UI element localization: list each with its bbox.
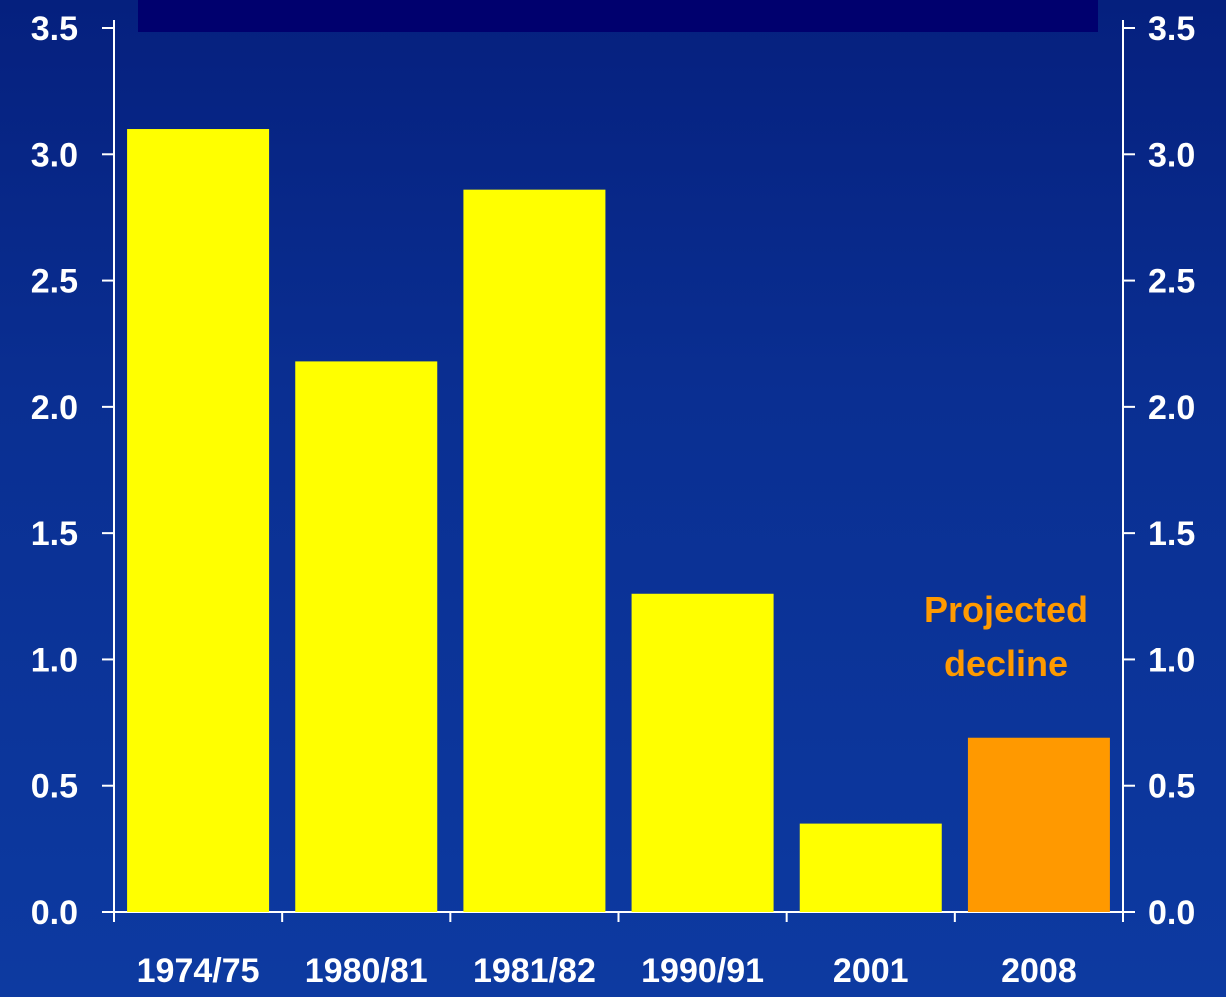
category-label: 2008 [1001, 952, 1077, 990]
category-label: 1981/82 [473, 952, 596, 990]
left-tick-label: 0.0 [31, 894, 78, 932]
left-tick-label: 0.5 [31, 768, 78, 806]
right-tick-label: 3.0 [1148, 136, 1195, 174]
bar-1980-81 [295, 361, 438, 912]
axes [102, 20, 1135, 922]
bar-2008 [967, 737, 1110, 912]
bar-2001 [799, 823, 942, 912]
category-label: 1974/75 [137, 952, 260, 990]
right-tick-label: 3.5 [1148, 10, 1195, 48]
bar-1981-82 [463, 189, 606, 912]
annotation-line-2: decline [944, 643, 1068, 684]
bar-1974-75 [127, 129, 270, 912]
right-tick-label: 2.0 [1148, 389, 1195, 427]
right-tick-label: 2.5 [1148, 263, 1195, 301]
left-tick-label: 1.0 [31, 641, 78, 679]
left-tick-label: 3.5 [31, 10, 78, 48]
bars [127, 129, 1110, 912]
category-label: 1980/81 [305, 952, 428, 990]
left-tick-label: 1.5 [31, 515, 78, 553]
left-tick-label: 2.5 [31, 263, 78, 301]
right-tick-label: 0.0 [1148, 894, 1195, 932]
title-banner [138, 0, 1098, 32]
annotation-line-1: Projected [924, 589, 1088, 630]
right-tick-label: 1.5 [1148, 515, 1195, 553]
bar-1990-91 [631, 593, 774, 912]
labels: 0.0 0.5 1.0 1.5 2.0 2.5 3.0 3.5 0.0 0.5 1.0 1.5 2.0 2… [31, 10, 1196, 990]
left-tick-label: 3.0 [31, 136, 78, 174]
right-tick-label: 0.5 [1148, 768, 1195, 806]
category-label: 1990/91 [641, 952, 764, 990]
right-tick-label: 1.0 [1148, 641, 1195, 679]
category-label: 2001 [833, 952, 909, 990]
left-tick-label: 2.0 [31, 389, 78, 427]
